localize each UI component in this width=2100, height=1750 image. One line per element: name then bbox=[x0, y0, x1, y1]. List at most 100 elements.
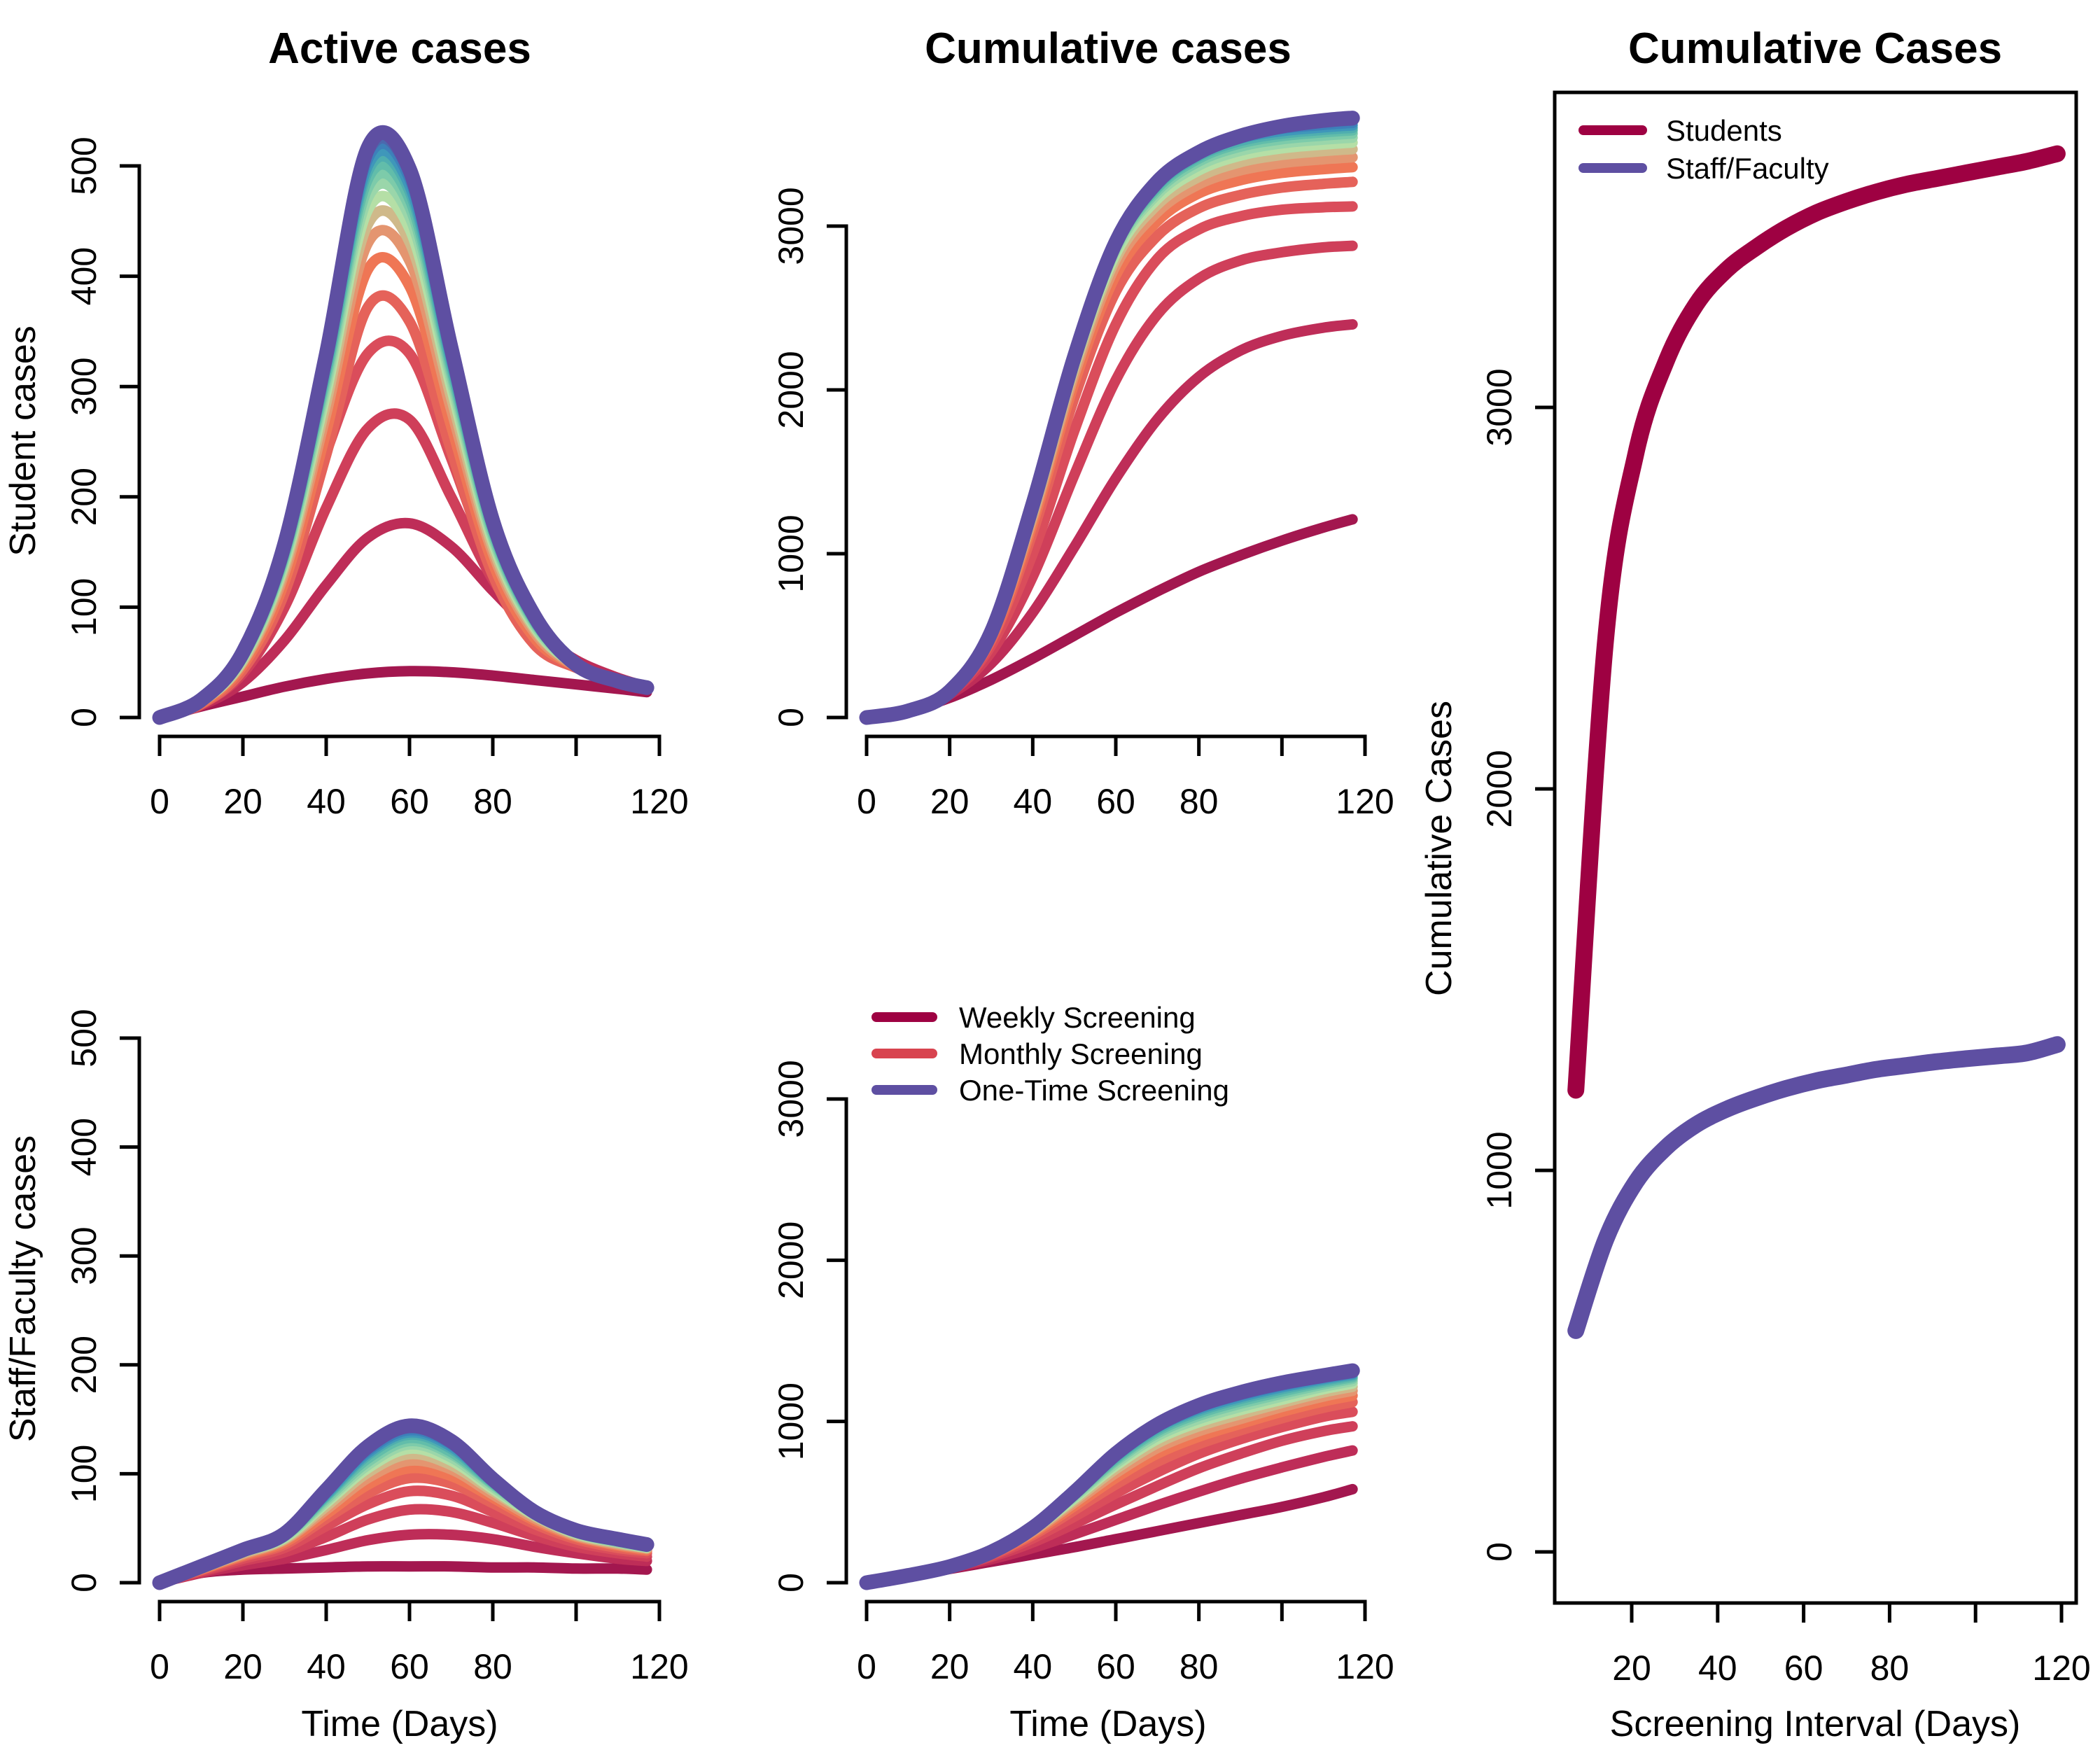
x-tick-label-tm: 20 bbox=[930, 782, 969, 821]
x-tick-label-right: 20 bbox=[1612, 1648, 1651, 1688]
y-tick-label-bl: 0 bbox=[64, 1573, 104, 1592]
series-line-tm-11 bbox=[861, 125, 1358, 723]
x-tick-label-tm: 40 bbox=[1014, 782, 1053, 821]
title-cumulative-cases-interval: Cumulative Cases bbox=[1628, 24, 2002, 73]
y-tick-label-right: 1000 bbox=[1480, 1131, 1519, 1209]
axes-bl: 0 100 200 300 400 500 0 20 40 60 80 120 bbox=[64, 1009, 689, 1686]
x-tick-label-tl: 120 bbox=[630, 782, 688, 821]
y-tick-label-tl: 400 bbox=[64, 247, 104, 305]
y-tick-label-tm: 1000 bbox=[771, 514, 811, 592]
ylabel-student-cases: Student cases bbox=[3, 326, 43, 556]
legend-population: Students Staff/Faculty bbox=[1578, 114, 1829, 185]
series-line-tl-7 bbox=[154, 205, 652, 723]
series-group-bm bbox=[859, 1363, 1360, 1590]
y-tick-label-right: 0 bbox=[1480, 1542, 1519, 1562]
x-tick-label-bm: 0 bbox=[857, 1647, 876, 1686]
x-tick-label-tl: 0 bbox=[150, 782, 169, 821]
xlabel-screening-interval: Screening Interval (Days) bbox=[1610, 1704, 2021, 1744]
series-group-tm bbox=[859, 111, 1360, 725]
series-line-tl-16 bbox=[152, 125, 654, 725]
y-tick-label-tl: 300 bbox=[64, 357, 104, 415]
y-tick-label-right: 3000 bbox=[1480, 368, 1519, 446]
legend-label-one-time: One-Time Screening bbox=[959, 1074, 1229, 1107]
x-tick-label-tm: 120 bbox=[1336, 782, 1394, 821]
axes-bm: 0 1000 2000 3000 0 20 40 60 80 120 bbox=[771, 1060, 1394, 1686]
y-tick-label-bl: 300 bbox=[64, 1226, 104, 1284]
x-tick-label-right: 120 bbox=[2032, 1648, 2090, 1688]
legend-label-staff: Staff/Faculty bbox=[1666, 152, 1829, 185]
legend-label-students: Students bbox=[1666, 114, 1782, 147]
ylabel-cumulative-cases: Cumulative Cases bbox=[1419, 701, 1460, 996]
series-layer bbox=[152, 111, 2066, 1590]
axes-tm: 0 1000 2000 3000 0 20 40 60 80 120 bbox=[771, 187, 1394, 821]
x-tick-label-bm: 20 bbox=[930, 1647, 969, 1686]
y-tick-label-bl: 400 bbox=[64, 1118, 104, 1176]
title-cumulative-cases: Cumulative cases bbox=[925, 24, 1292, 73]
x-tick-label-right: 60 bbox=[1784, 1648, 1823, 1688]
y-tick-label-tl: 100 bbox=[64, 578, 104, 636]
x-tick-label-bm: 60 bbox=[1096, 1647, 1135, 1686]
legend-label-weekly: Weekly Screening bbox=[959, 1001, 1196, 1034]
x-tick-label-bl: 20 bbox=[223, 1647, 262, 1686]
y-tick-label-bl: 500 bbox=[64, 1009, 104, 1067]
series-line-tl-9 bbox=[154, 178, 652, 723]
axes-tl: 0 100 200 300 400 500 0 20 40 60 80 120 bbox=[64, 136, 689, 821]
series-line-bl-16 bbox=[152, 1418, 654, 1590]
plot-box-right bbox=[1553, 90, 2078, 1605]
series-line-tm-0 bbox=[861, 514, 1358, 723]
x-tick-label-tm: 0 bbox=[857, 782, 876, 821]
series-line-tm-8 bbox=[861, 137, 1358, 723]
series-line-bm-16 bbox=[859, 1363, 1360, 1590]
axes-right: 0 1000 2000 3000 20 40 60 80 120 bbox=[1480, 368, 2091, 1688]
x-tick-label-tl: 60 bbox=[390, 782, 429, 821]
series-line-right-1 bbox=[1567, 1036, 2066, 1339]
x-tick-label-bl: 60 bbox=[390, 1647, 429, 1686]
y-tick-label-bm: 0 bbox=[771, 1573, 811, 1592]
xlabel-time-middle: Time (Days) bbox=[1009, 1704, 1206, 1744]
x-tick-label-right: 80 bbox=[1870, 1648, 1910, 1688]
y-tick-label-tm: 2000 bbox=[771, 351, 811, 428]
series-line-tm-9 bbox=[861, 132, 1358, 723]
series-line-tl-5 bbox=[154, 252, 652, 723]
x-tick-label-right: 40 bbox=[1698, 1648, 1737, 1688]
y-tick-label-bm: 3000 bbox=[771, 1060, 811, 1138]
series-line-tm-16 bbox=[859, 111, 1360, 725]
x-tick-label-bm: 120 bbox=[1336, 1647, 1394, 1686]
x-tick-label-bl: 40 bbox=[307, 1647, 346, 1686]
y-tick-label-tl: 200 bbox=[64, 468, 104, 526]
y-tick-label-tm: 3000 bbox=[771, 187, 811, 265]
series-line-tm-10 bbox=[861, 128, 1358, 723]
series-line-tl-0 bbox=[154, 666, 652, 723]
y-tick-label-bm: 2000 bbox=[771, 1222, 811, 1299]
x-tick-label-bm: 40 bbox=[1014, 1647, 1053, 1686]
x-tick-label-bl: 120 bbox=[630, 1647, 688, 1686]
title-active-cases: Active cases bbox=[268, 24, 531, 73]
y-tick-label-bm: 1000 bbox=[771, 1382, 811, 1460]
x-tick-label-bm: 80 bbox=[1180, 1647, 1219, 1686]
y-tick-label-tm: 0 bbox=[771, 708, 811, 727]
x-tick-label-tm: 60 bbox=[1096, 782, 1135, 821]
legend-screening: Weekly Screening Monthly Screening One-T… bbox=[872, 1001, 1229, 1107]
x-tick-label-tl: 40 bbox=[307, 782, 346, 821]
x-tick-label-tl: 20 bbox=[223, 782, 262, 821]
x-tick-label-bl: 80 bbox=[473, 1647, 512, 1686]
y-tick-label-bl: 200 bbox=[64, 1336, 104, 1394]
legend-label-monthly: Monthly Screening bbox=[959, 1037, 1203, 1070]
y-tick-label-right: 2000 bbox=[1480, 750, 1519, 827]
series-group-bl bbox=[152, 1418, 654, 1590]
x-tick-label-bl: 0 bbox=[150, 1647, 169, 1686]
series-group-right bbox=[1567, 145, 2066, 1339]
y-tick-label-tl: 0 bbox=[64, 708, 104, 727]
xlabel-time-left: Time (Days) bbox=[301, 1704, 498, 1744]
series-group-tl bbox=[152, 125, 654, 725]
y-tick-label-bl: 100 bbox=[64, 1445, 104, 1503]
series-line-tm-7 bbox=[861, 144, 1358, 723]
x-tick-label-tl: 80 bbox=[473, 782, 512, 821]
ylabel-staff-cases: Staff/Faculty cases bbox=[3, 1135, 43, 1442]
x-tick-label-tm: 80 bbox=[1180, 782, 1219, 821]
series-line-right-0 bbox=[1567, 145, 2066, 1099]
y-tick-label-tl: 500 bbox=[64, 136, 104, 195]
series-line-tm-12 bbox=[861, 122, 1358, 723]
